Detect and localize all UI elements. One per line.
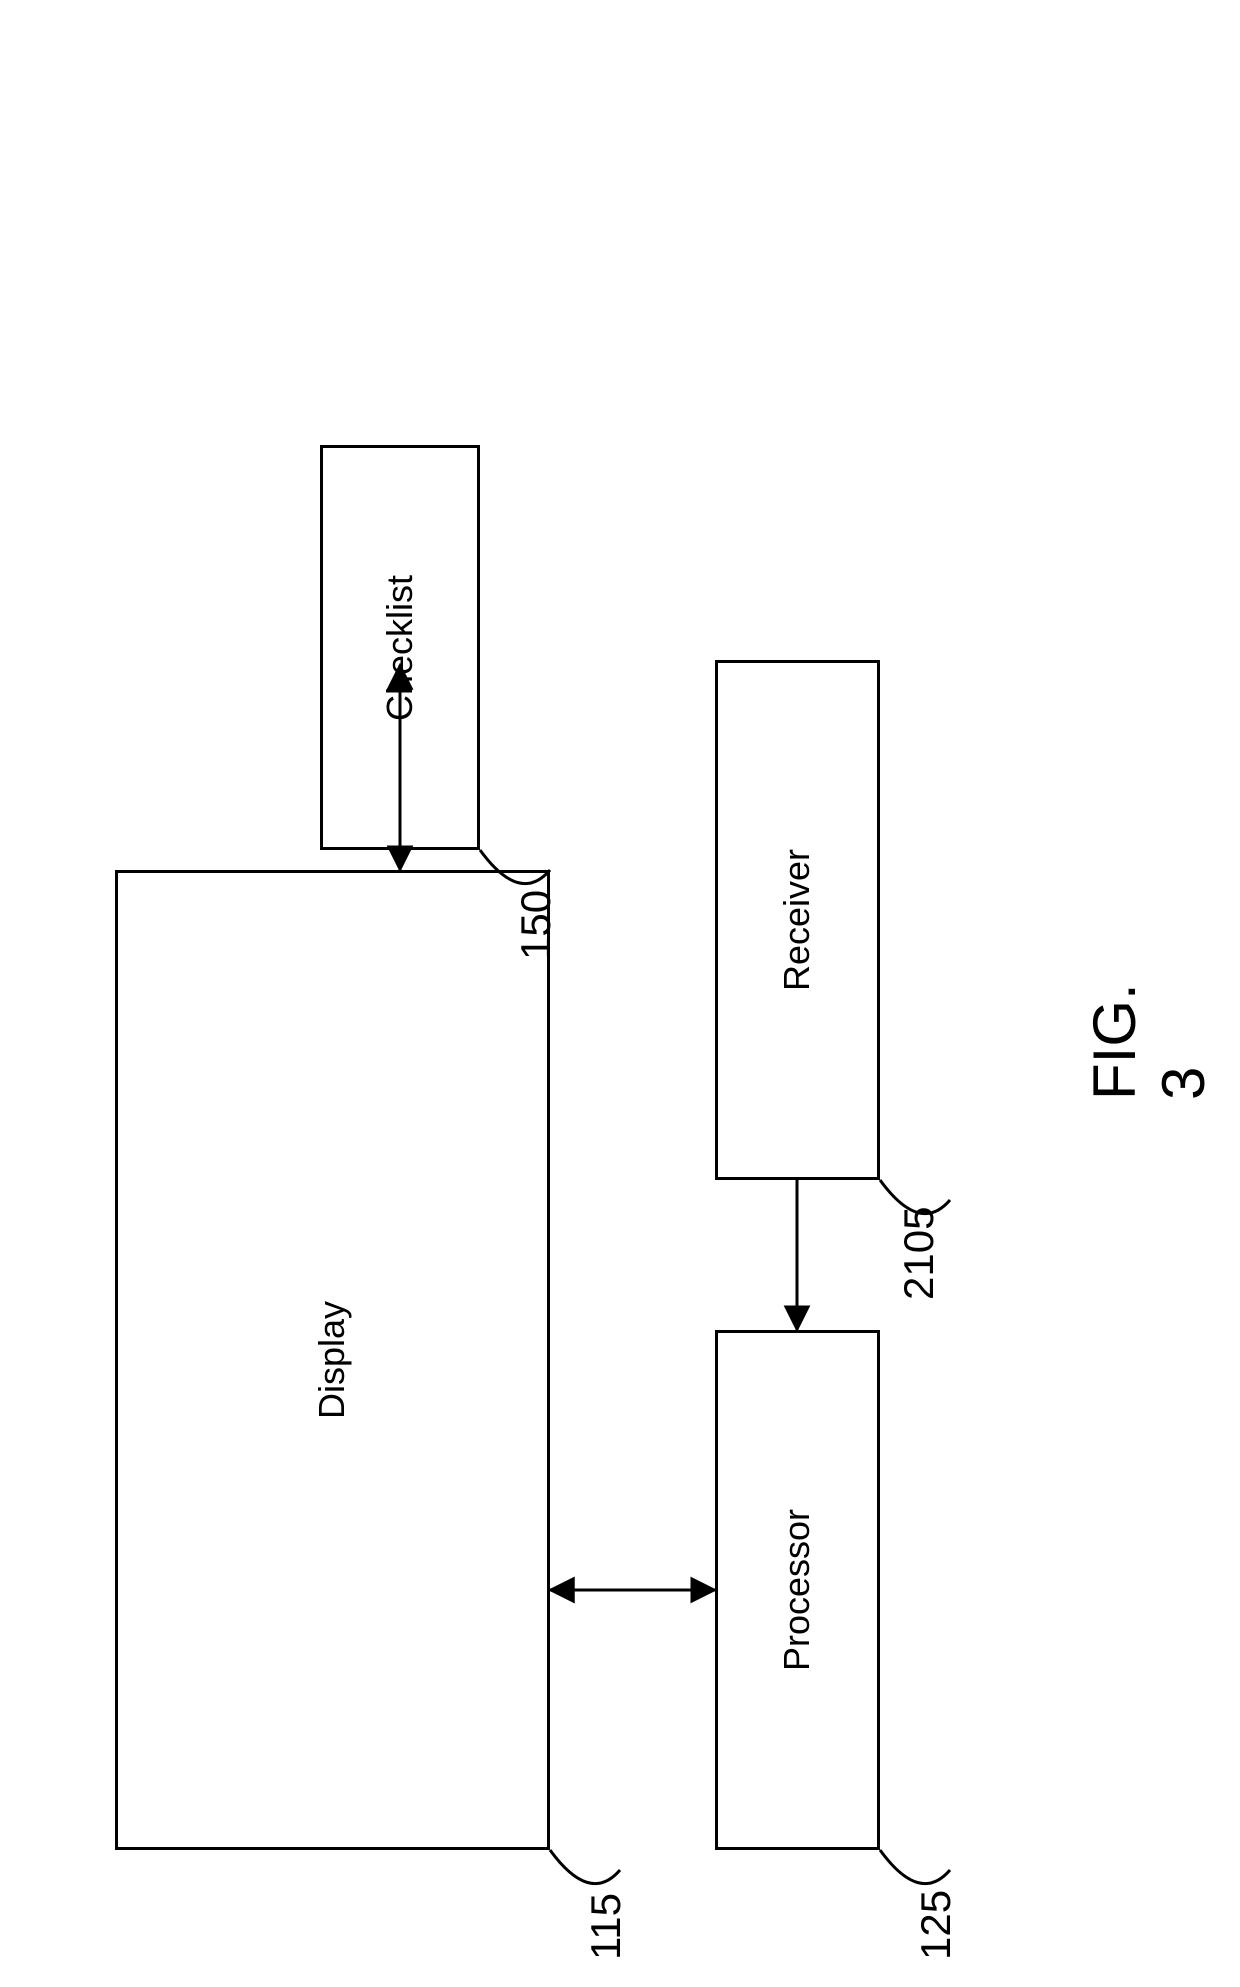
display-label: Display (311, 1301, 353, 1419)
processor-label: Processor (777, 1509, 819, 1671)
checklist-block: Checklist (320, 445, 480, 850)
receiver-ref: 2105 (895, 1207, 943, 1300)
leader-display (550, 1850, 620, 1884)
processor-ref: 125 (912, 1890, 960, 1960)
display-ref: 115 (582, 1893, 630, 1960)
display-block: Display (115, 870, 550, 1850)
receiver-label: Receiver (777, 849, 819, 991)
figure-label: FIG. 3 (1080, 940, 1218, 1100)
processor-block: Processor (715, 1330, 880, 1850)
leader-processor (880, 1850, 950, 1884)
checklist-ref: 150 (512, 890, 560, 960)
checklist-label: Checklist (379, 574, 421, 720)
diagram-canvas: Display Processor Receiver Checklist 115… (0, 0, 1240, 1987)
receiver-block: Receiver (715, 660, 880, 1180)
